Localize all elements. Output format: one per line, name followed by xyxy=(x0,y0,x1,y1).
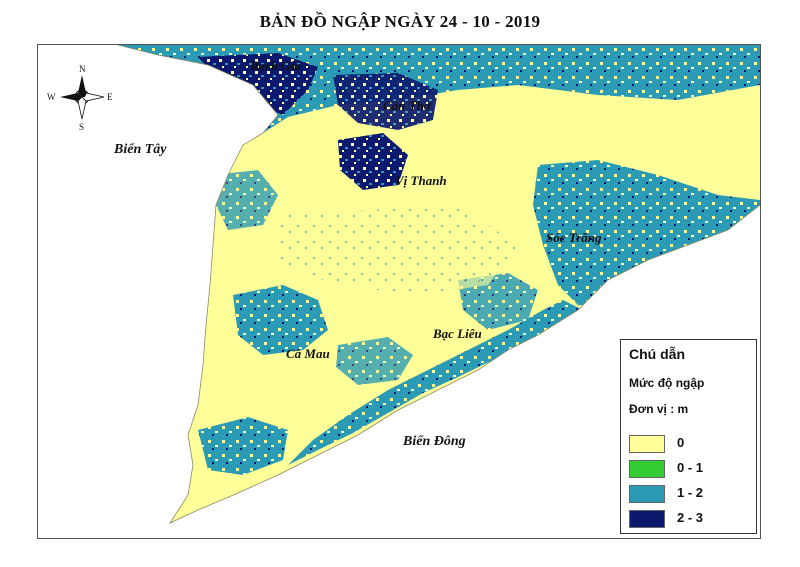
place-ca-mau: Cà Mau xyxy=(286,346,330,361)
land-speckle xyxy=(278,205,518,295)
coastline xyxy=(117,45,760,524)
legend-item: 2 - 3 xyxy=(629,509,749,528)
flood-patch-mid xyxy=(336,337,413,385)
flood-zone-east-coast xyxy=(288,300,583,465)
flood-map: N S E W Rạch Giá Cần Thơ Vị Thanh Sóc Tr… xyxy=(38,45,760,538)
flood-deep-rach-gia xyxy=(198,53,318,115)
map-legend: Chú dẫn Mức độ ngập Đơn vị : m 0 0 - 1 1 -… xyxy=(620,339,757,534)
sea-west xyxy=(38,45,278,538)
place-rach-gia: Rạch Giá xyxy=(249,58,301,73)
legend-item: 0 xyxy=(629,434,749,453)
legend-item: 0 - 1 xyxy=(629,459,749,478)
map-title: BẢN ĐỒ NGẬP NGÀY 24 - 10 - 2019 xyxy=(259,12,541,31)
place-vi-thanh: Vị Thanh xyxy=(395,173,447,188)
sea-label-west: Biển Tây xyxy=(113,142,167,157)
place-can-tho: Cần Thơ xyxy=(383,98,432,113)
flood-patch-south xyxy=(198,417,288,475)
legend-title: Chú dẫn xyxy=(629,346,685,362)
flood-patch-west xyxy=(213,170,278,230)
flood-patch-ca-mau xyxy=(233,285,328,355)
legend-swatch xyxy=(629,510,665,528)
legend-subtitle: Mức độ ngập xyxy=(629,376,705,390)
legend-label: 2 - 3 xyxy=(677,510,704,525)
flood-deep-vi-thanh xyxy=(338,133,408,190)
flood-patch-center xyxy=(458,273,538,330)
legend-swatch xyxy=(629,435,665,453)
compass-n: N xyxy=(79,64,86,74)
legend-unit: Đơn vị : m xyxy=(629,402,689,416)
map-frame: N S E W Rạch Giá Cần Thơ Vị Thanh Sóc Tr… xyxy=(37,44,761,539)
place-soc-trang: Sóc Trăng xyxy=(546,230,602,245)
legend-label: 0 xyxy=(677,435,685,450)
compass-e: E xyxy=(107,92,113,102)
legend-swatch xyxy=(629,460,665,478)
compass-w: W xyxy=(47,92,56,102)
compass-rose: N S E W xyxy=(47,64,113,132)
sea-east xyxy=(158,205,760,538)
legend-label: 1 - 2 xyxy=(677,485,704,500)
legend-label: 0 - 1 xyxy=(677,460,704,475)
legend-swatch xyxy=(629,485,665,503)
sea-label-east: Biển Đông xyxy=(402,434,466,449)
legend-item: 1 - 2 xyxy=(629,484,749,503)
place-bac-lieu: Bạc Liêu xyxy=(432,326,482,341)
flood-deep-can-tho xyxy=(333,73,438,130)
compass-s: S xyxy=(79,122,84,132)
